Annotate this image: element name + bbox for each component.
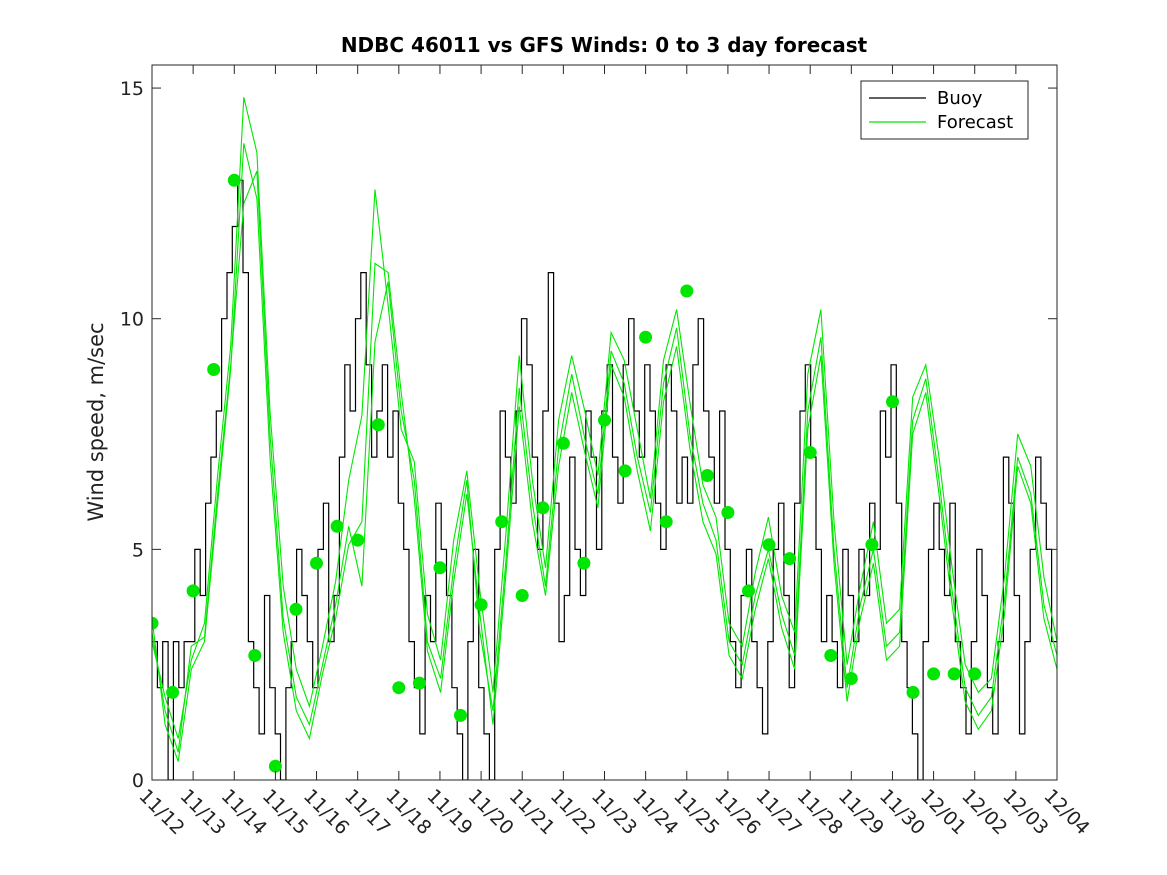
- forecast-point: [803, 446, 817, 459]
- forecast-point: [392, 681, 406, 695]
- forecast-points: [152, 173, 982, 773]
- y-axis-label: Wind speed, m/sec: [84, 322, 108, 521]
- forecast-point: [618, 464, 632, 478]
- forecast-point: [762, 538, 776, 552]
- forecast-point: [289, 602, 303, 616]
- forecast-run-line: [152, 97, 1057, 739]
- forecast-point: [371, 418, 385, 432]
- forecast-point: [454, 708, 467, 722]
- forecast-point: [515, 589, 529, 602]
- forecast-point: [310, 556, 323, 570]
- forecast-point: [742, 584, 755, 598]
- forecast-point: [844, 672, 858, 685]
- legend-forecast-label: Forecast: [937, 112, 1013, 133]
- y-tick-label: 10: [120, 309, 144, 331]
- forecast-point: [495, 515, 509, 529]
- legend-buoy-label: Buoy: [937, 88, 983, 109]
- forecast-point: [186, 584, 200, 598]
- forecast-point: [721, 506, 735, 519]
- chart-title: NDBC 46011 vs GFS Winds: 0 to 3 day fore…: [341, 33, 868, 57]
- forecast-point: [207, 363, 221, 376]
- forecast-point: [577, 556, 591, 570]
- forecast-point: [536, 501, 550, 515]
- forecast-point: [474, 598, 488, 612]
- forecast-point: [639, 330, 653, 344]
- forecast-point: [783, 552, 797, 566]
- forecast-point: [412, 676, 426, 690]
- y-tick-label: 5: [132, 539, 144, 561]
- forecast-point: [700, 469, 714, 482]
- forecast-point: [968, 667, 982, 681]
- forecast-point: [824, 649, 838, 662]
- legend: Buoy Forecast: [860, 80, 1029, 140]
- forecast-point: [152, 616, 159, 630]
- forecast-point: [886, 395, 899, 409]
- forecast-point: [598, 413, 611, 427]
- legend-box: [860, 80, 1029, 140]
- forecast-point: [330, 519, 344, 533]
- forecast-point: [433, 561, 447, 575]
- forecast-point: [865, 538, 879, 552]
- forecast-point: [351, 533, 365, 547]
- forecast-point: [927, 667, 941, 681]
- forecast-point: [227, 173, 241, 187]
- forecast-point: [947, 667, 961, 681]
- forecast-point: [659, 515, 673, 529]
- forecast-point: [268, 759, 282, 773]
- forecast-point: [166, 685, 180, 699]
- forecast-point: [248, 649, 262, 662]
- forecast-point: [680, 284, 694, 298]
- y-axis: 0 5 10 15: [120, 78, 1057, 792]
- plot-series: [152, 97, 1057, 780]
- y-tick-label: 15: [120, 78, 144, 100]
- forecast-point: [556, 436, 570, 450]
- forecast-run-line: [152, 143, 1057, 762]
- forecast-point: [906, 685, 920, 699]
- y-tick-label: 0: [132, 770, 144, 792]
